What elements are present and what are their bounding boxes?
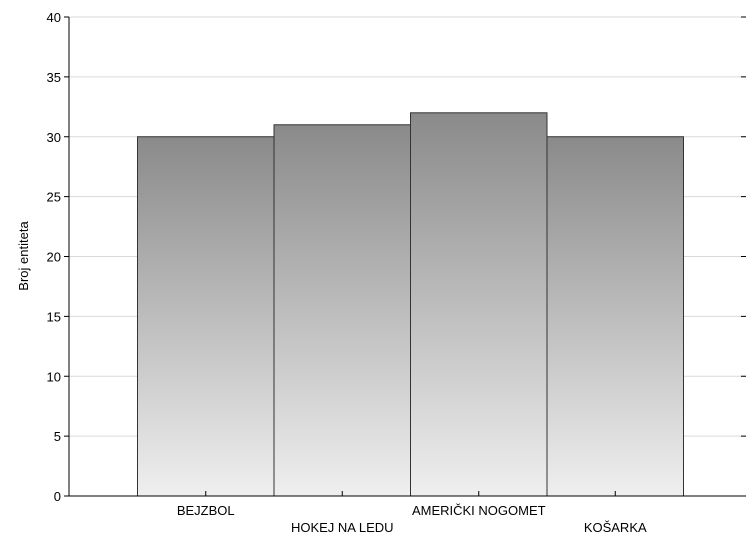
x-category-label-2: AMERIČKI NOGOMET <box>412 503 546 518</box>
y-tick-label-15: 15 <box>47 309 61 324</box>
bar-3 <box>546 136 684 497</box>
bars-layer <box>137 112 684 497</box>
x-category-label-0: BEJZBOL <box>177 503 235 518</box>
labels-layer: 0 5 10 15 20 25 30 35 40 BEJZBOL HOKEJ NA LEDU AMER… <box>47 10 647 535</box>
bar-0 <box>137 136 275 497</box>
y-tick-label-20: 20 <box>47 250 61 265</box>
x-category-label-1: HOKEJ NA LEDU <box>291 520 394 535</box>
y-tick-label-5: 5 <box>54 429 61 444</box>
y-axis-title: Broj entiteta <box>16 221 31 291</box>
bar-1 <box>273 124 411 497</box>
y-tick-label-10: 10 <box>47 369 61 384</box>
x-category-label-3: KOŠARKA <box>584 520 647 535</box>
y-tick-label-35: 35 <box>47 70 61 85</box>
axis-layer <box>64 16 746 497</box>
bar-2 <box>410 112 548 497</box>
y-tick-label-30: 30 <box>47 130 61 145</box>
y-tick-label-40: 40 <box>47 10 61 25</box>
y-tick-label-25: 25 <box>47 190 61 205</box>
y-tick-label-0: 0 <box>54 489 61 504</box>
